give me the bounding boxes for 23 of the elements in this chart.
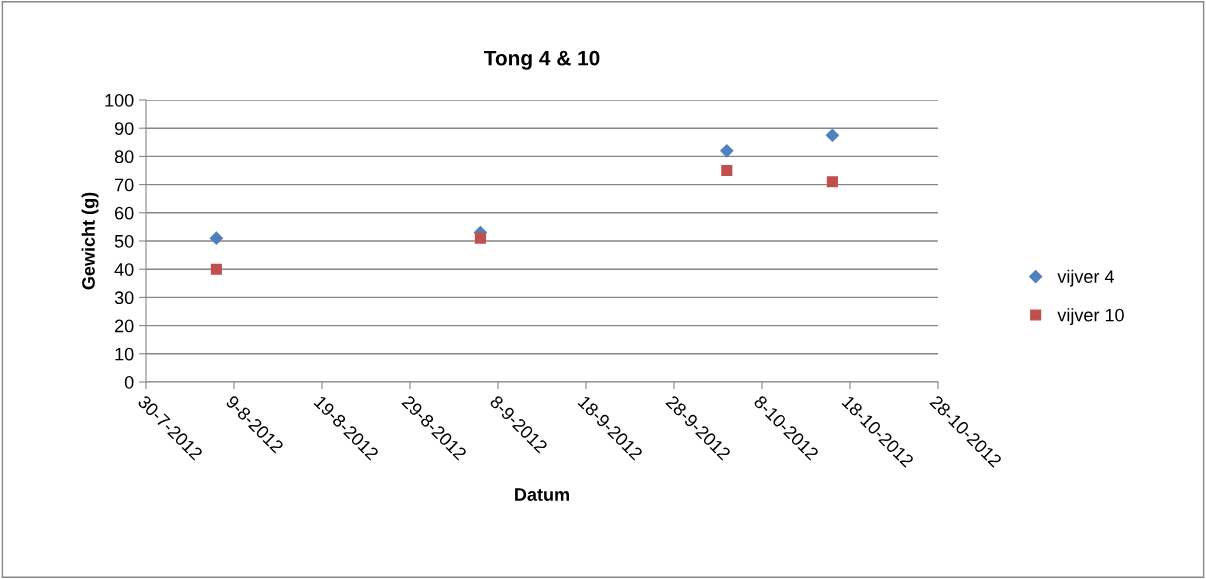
point — [720, 144, 734, 158]
y-tick-label: 10 — [115, 347, 134, 361]
point — [721, 164, 733, 177]
y-tick-label: 90 — [114, 122, 134, 135]
point — [209, 231, 223, 245]
y-tick-label: 70 — [115, 178, 134, 192]
y-tick-label: 40 — [114, 263, 134, 276]
point — [210, 263, 222, 275]
y-tick-label: 80 — [114, 150, 134, 164]
y-tick-label: 30 — [114, 291, 134, 305]
y-tick-label: 20 — [115, 319, 134, 333]
y-axis-title: Gewicht (g) — [81, 192, 99, 290]
y-tick-label: 0 — [124, 375, 134, 389]
legend-label: vijver 10 — [1057, 308, 1124, 326]
y-tick-label: 50 — [114, 234, 134, 248]
chart-title: Tong 4 & 10 — [483, 50, 600, 70]
legend-label: vijver 4 — [1057, 269, 1114, 287]
y-tick-label: 100 — [105, 93, 134, 107]
point — [474, 232, 486, 244]
y-tick-label: 60 — [115, 206, 134, 220]
x-axis-title: Datum — [515, 488, 569, 501]
point — [825, 128, 839, 142]
point — [826, 176, 838, 188]
